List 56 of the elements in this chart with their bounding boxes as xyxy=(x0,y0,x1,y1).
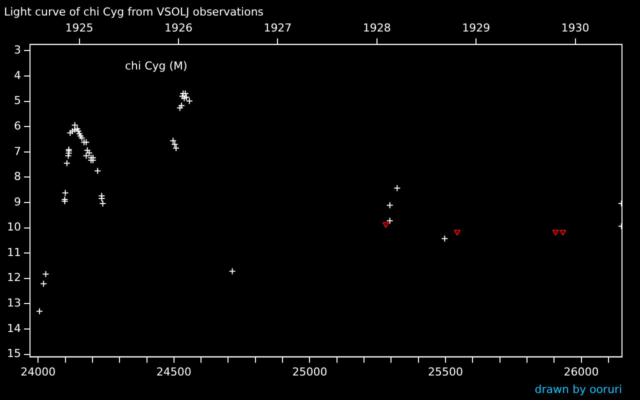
x2-tick-label: 1930 xyxy=(561,22,590,35)
point xyxy=(560,230,566,236)
x-tick-label: 24500 xyxy=(156,365,192,378)
point xyxy=(64,152,72,160)
point xyxy=(62,189,69,196)
x2-tick-label: 1929 xyxy=(462,22,490,35)
point xyxy=(382,222,389,228)
point xyxy=(42,270,50,278)
annotation: chi Cyg (M) xyxy=(124,59,188,72)
point xyxy=(68,128,76,135)
y-tick-label: 5 xyxy=(14,94,21,108)
y-tick-label: 14 xyxy=(6,322,21,335)
text: drawn by ooruri xyxy=(534,382,622,396)
x-tick-label: 25000 xyxy=(292,365,328,378)
y-tick-label: 4 xyxy=(14,68,21,82)
y-tick-label: 15 xyxy=(6,347,21,360)
y-tick-label: 12 xyxy=(6,271,21,284)
x-tick-label: 24000 xyxy=(20,365,56,378)
y-tick-label: 6 xyxy=(14,119,21,132)
point xyxy=(84,146,91,154)
point xyxy=(386,217,394,224)
point xyxy=(386,202,394,209)
y-tick-label: 13 xyxy=(6,296,21,310)
point xyxy=(178,102,186,110)
point xyxy=(171,140,178,148)
point xyxy=(80,138,88,146)
point xyxy=(71,122,78,129)
x-tick-label: 25500 xyxy=(428,365,463,378)
y-tick-label: 9 xyxy=(14,195,21,208)
x2-tick-label: 1926 xyxy=(164,22,192,35)
x2-tick-label: 1927 xyxy=(264,22,292,35)
point xyxy=(228,268,236,275)
point xyxy=(61,198,68,205)
point xyxy=(176,104,184,112)
point xyxy=(454,230,460,236)
y-tick-label: 11 xyxy=(6,246,21,259)
point xyxy=(552,230,559,236)
x-tick-label: 26000 xyxy=(564,365,599,378)
point xyxy=(61,196,68,203)
chart-title: Light curve of chi Cyg from VSOLJ observations xyxy=(4,5,264,18)
point xyxy=(40,280,48,288)
point xyxy=(441,235,448,242)
point xyxy=(172,144,180,152)
x2-tick-label: 1928 xyxy=(362,22,391,35)
x2-tick-label: 1925 xyxy=(65,22,94,35)
point xyxy=(63,160,70,167)
y-tick-label: 3 xyxy=(14,44,21,57)
point xyxy=(94,167,102,174)
point xyxy=(170,137,177,144)
point xyxy=(394,184,401,192)
y-tick-label: 10 xyxy=(6,220,21,234)
y-tick-label: 8 xyxy=(14,170,21,184)
y-tick-label: 7 xyxy=(14,144,21,158)
point xyxy=(182,94,190,101)
point xyxy=(36,308,43,315)
point xyxy=(65,150,72,157)
